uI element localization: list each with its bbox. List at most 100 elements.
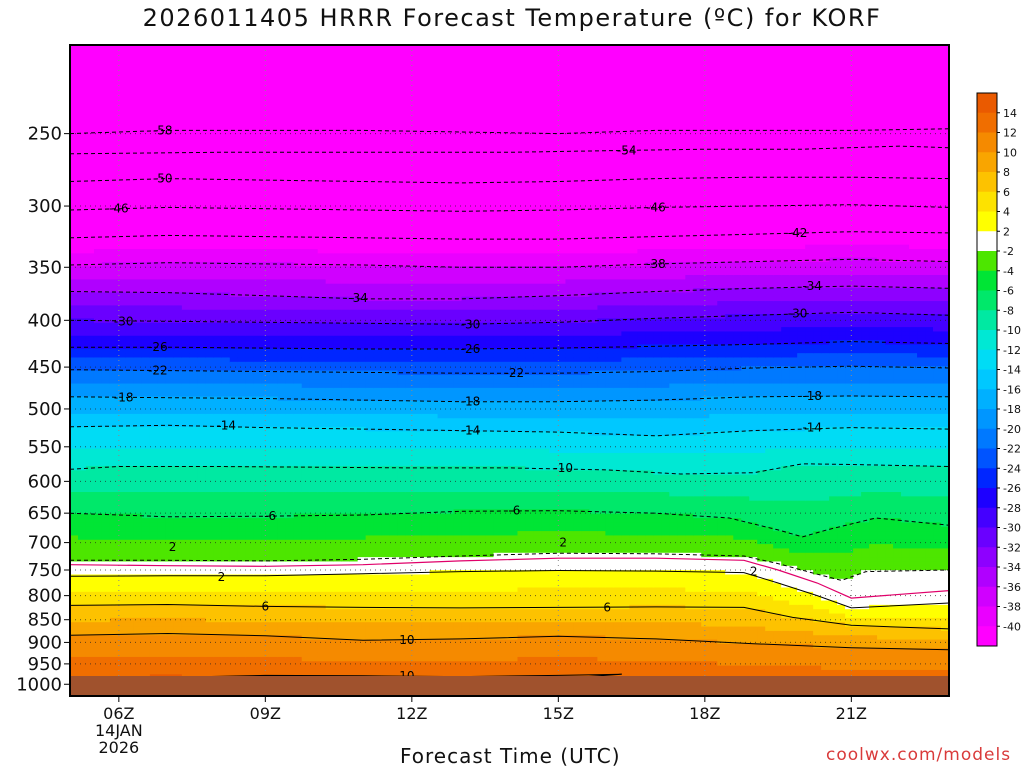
colorbar-label: -38 — [1003, 601, 1021, 614]
x-tick-label: 09Z — [250, 704, 281, 723]
colorbar-band — [977, 112, 997, 133]
x-tick-sublabel: 2026 — [98, 738, 139, 757]
colorbar-band — [977, 369, 997, 390]
colorbar-label: -34 — [1003, 561, 1021, 574]
isotherm-line — [70, 603, 949, 630]
colorbar-label: -22 — [1003, 443, 1021, 456]
x-tick-label: 12Z — [396, 704, 427, 723]
colorbar-band — [977, 468, 997, 489]
contour-label: -30 — [461, 317, 481, 331]
y-tick-label: 800 — [28, 586, 62, 607]
colorbar-label: -2 — [1003, 245, 1014, 258]
colorbar-label: -8 — [1003, 304, 1014, 317]
ground-surface — [70, 676, 949, 696]
colorbar-band — [977, 409, 997, 430]
colorbar-band — [977, 606, 997, 627]
colorbar-label: 2 — [1003, 225, 1010, 238]
colorbar-label: -32 — [1003, 541, 1021, 554]
colorbar-label: -18 — [1003, 403, 1021, 416]
colorbar-label: -36 — [1003, 581, 1021, 594]
isotherm-lines: -58 -54 -50 -46 -46 -42 -38 -34 -34 -30 -30 -30 -26 -… — [70, 123, 949, 688]
colorbar-label: -30 — [1003, 522, 1021, 535]
x-axis-label: Forecast Time (UTC) — [400, 744, 621, 768]
colorbar-band — [977, 349, 997, 370]
colorbar-label: 14 — [1003, 107, 1017, 120]
colorbar-band — [977, 448, 997, 469]
contour-label: 6 — [603, 600, 611, 614]
y-tick-label: 1000 — [16, 674, 62, 695]
contour-label: -26 — [148, 340, 168, 354]
isotherm-line — [70, 632, 949, 651]
colorbar-label: 6 — [1003, 186, 1010, 199]
contour-label: 2 — [750, 565, 758, 579]
contour-label: 6 — [262, 599, 270, 613]
colorbar-label: -28 — [1003, 502, 1021, 515]
contour-label: -26 — [461, 342, 481, 356]
y-tick-label: 900 — [28, 632, 62, 653]
colorbar-label: -10 — [1003, 324, 1021, 337]
y-tick-label: 650 — [28, 503, 62, 524]
colorbar-label: -26 — [1003, 482, 1021, 495]
plot-frame — [69, 44, 950, 697]
y-tick-label: 750 — [28, 560, 62, 581]
colorbar-label: -12 — [1003, 344, 1021, 357]
contour-label: -30 — [114, 314, 134, 328]
contour-label: -22 — [505, 366, 525, 380]
contour-label: -38 — [646, 257, 666, 271]
colorbar-label: 4 — [1003, 206, 1010, 219]
y-tick-label: 950 — [28, 654, 62, 675]
colorbar-band — [977, 290, 997, 311]
grid-lines — [70, 45, 949, 696]
colorbar-band — [977, 567, 997, 588]
colorbar-band — [977, 231, 997, 252]
y-tick-label: 400 — [28, 310, 62, 331]
colorbar-label: -20 — [1003, 423, 1021, 436]
contour-label: 10 — [399, 633, 414, 647]
contour-label: 2 — [218, 570, 226, 584]
freezing-line — [70, 557, 949, 599]
colorbar-band — [977, 389, 997, 410]
colorbar-band — [977, 428, 997, 449]
colorbar-band — [977, 527, 997, 548]
colorbar-label: 10 — [1003, 146, 1017, 159]
contour-label: -6 — [264, 509, 276, 523]
contour-label: -14 — [802, 421, 822, 435]
contour-label: 2 — [169, 540, 177, 554]
colorbar-band — [977, 93, 997, 114]
colorbar-band — [977, 270, 997, 291]
contour-label: -46 — [109, 202, 129, 216]
colorbar-label: -4 — [1003, 265, 1014, 278]
contour-label: -34 — [348, 291, 368, 305]
y-tick-label: 450 — [28, 357, 62, 378]
colorbar-band — [977, 310, 997, 331]
colorbar-band — [977, 547, 997, 568]
contour-label: -10 — [553, 461, 573, 475]
x-tick-label: 15Z — [543, 704, 574, 723]
x-tick-label: 06Z — [103, 704, 134, 723]
contour-label: -18 — [461, 395, 481, 409]
contour-label: -58 — [153, 123, 173, 137]
contour-label: -18 — [114, 391, 134, 405]
y-tick-label: 500 — [28, 399, 62, 420]
colorbar-label: -40 — [1003, 620, 1021, 633]
credit-link[interactable]: coolwx.com/models — [826, 745, 1012, 765]
colorbar-label: -24 — [1003, 462, 1021, 475]
isotherm-line — [70, 569, 949, 609]
contour-label: -54 — [617, 144, 637, 158]
colorbar-band — [977, 132, 997, 153]
colorbar-band — [977, 626, 997, 647]
x-tick-sublabel: 14JAN — [95, 721, 143, 740]
y-tick-label: 700 — [28, 533, 62, 554]
y-tick-label: 600 — [28, 471, 62, 492]
colorbar-band — [977, 172, 997, 193]
colorbar-label: -16 — [1003, 383, 1021, 396]
colorbar-band — [977, 211, 997, 232]
colorbar-band — [977, 251, 997, 272]
colorbar-band — [977, 488, 997, 509]
contour-label: -34 — [802, 279, 822, 293]
y-tick-label: 300 — [28, 196, 62, 217]
chart-title: 2026011405 HRRR Forecast Temperature (ºC… — [142, 4, 882, 32]
contour-label: -6 — [508, 504, 520, 518]
contour-label: -14 — [216, 418, 236, 432]
